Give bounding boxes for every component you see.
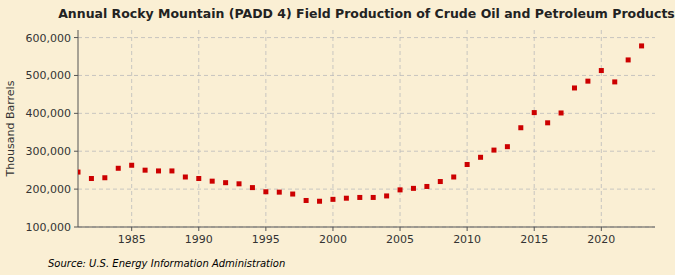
point <box>143 168 148 173</box>
point <box>465 162 470 167</box>
y-tick <box>74 75 78 76</box>
x-grid-line <box>198 30 199 227</box>
point <box>290 192 295 197</box>
y-grid-line <box>78 151 655 152</box>
point <box>169 168 174 173</box>
point <box>357 195 362 200</box>
point <box>505 144 510 149</box>
point <box>277 190 282 195</box>
y-grid-line <box>78 189 655 190</box>
point <box>330 197 335 202</box>
point <box>384 193 389 198</box>
point <box>491 148 496 153</box>
y-tick-label: 300,000 <box>26 145 72 158</box>
point <box>639 43 644 48</box>
point <box>411 186 416 191</box>
x-tick-label: 2015 <box>520 233 548 246</box>
x-tick <box>265 227 266 231</box>
point <box>196 176 201 181</box>
y-tick <box>74 151 78 152</box>
point <box>371 195 376 200</box>
x-tick-label: 1995 <box>252 233 280 246</box>
x-tick <box>332 227 333 231</box>
y-tick-label: 400,000 <box>26 107 72 120</box>
point <box>518 125 523 130</box>
y-tick <box>74 37 78 38</box>
point <box>102 175 107 180</box>
point <box>89 176 94 181</box>
x-grid-line <box>265 30 266 227</box>
y-tick <box>74 113 78 114</box>
point <box>78 170 81 175</box>
x-tick-label: 1990 <box>185 233 213 246</box>
point <box>210 179 215 184</box>
axes: 100,000 200,000 300,000 400,000 500,000 600,0… <box>26 30 656 246</box>
point <box>451 174 456 179</box>
x-axis-line <box>78 227 655 228</box>
x-tick-label: 2020 <box>587 233 615 246</box>
point <box>424 184 429 189</box>
point <box>599 68 604 73</box>
point <box>156 168 161 173</box>
y-tick-label: 500,000 <box>26 69 72 82</box>
point <box>438 179 443 184</box>
point <box>344 196 349 201</box>
y-tick <box>74 189 78 190</box>
y-axis-line <box>78 30 79 227</box>
x-grid-line <box>400 30 401 227</box>
point <box>572 85 577 90</box>
y-tick <box>74 227 78 228</box>
title: Annual Rocky Mountain (PADD 4) Field Pro… <box>58 6 675 21</box>
y-grid-line <box>78 75 655 76</box>
x-tick-label: 2000 <box>319 233 347 246</box>
point <box>585 79 590 84</box>
point <box>263 189 268 194</box>
x-tick-label: 1985 <box>118 233 146 246</box>
y-axis-label: Thousand Barrels <box>4 80 17 177</box>
x-tick <box>131 227 132 231</box>
x-tick <box>601 227 602 231</box>
x-grid-line <box>534 30 535 227</box>
background <box>0 0 675 275</box>
point <box>129 163 134 168</box>
y-grid-line <box>78 113 655 114</box>
x-tick-label: 2005 <box>386 233 414 246</box>
points <box>78 43 644 203</box>
point <box>116 166 121 171</box>
x-grid-line <box>131 30 132 227</box>
y-tick-label: 200,000 <box>26 183 72 196</box>
point <box>237 181 242 186</box>
x-tick <box>467 227 468 231</box>
point <box>250 185 255 190</box>
point <box>223 180 228 185</box>
x-tick <box>198 227 199 231</box>
x-grid-line <box>467 30 468 227</box>
y-tick-label: 100,000 <box>26 221 72 234</box>
y-grid-line <box>78 37 655 38</box>
point <box>183 174 188 179</box>
point <box>478 155 483 160</box>
y-tick-label: 600,000 <box>26 32 72 45</box>
grid <box>78 30 655 227</box>
point <box>545 120 550 125</box>
point <box>317 199 322 204</box>
chart: 100,000 200,000 300,000 400,000 500,000 600,0… <box>0 0 675 275</box>
source: Source: U.S. Energy Information Administ… <box>48 258 285 269</box>
point <box>626 57 631 62</box>
point <box>532 110 537 115</box>
x-grid-line <box>601 30 602 227</box>
x-tick-label: 2010 <box>453 233 481 246</box>
y-grid-line <box>78 227 655 228</box>
point <box>304 198 309 203</box>
point <box>559 110 564 115</box>
x-tick <box>534 227 535 231</box>
x-tick <box>400 227 401 231</box>
point <box>398 187 403 192</box>
point <box>612 79 617 84</box>
